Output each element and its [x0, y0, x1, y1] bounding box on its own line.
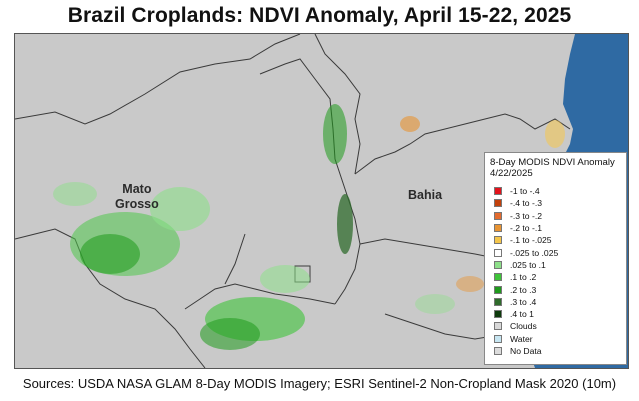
legend-item: .025 to .1 — [490, 259, 621, 271]
legend-item: Water — [490, 333, 621, 345]
legend-label: .1 to .2 — [510, 272, 537, 283]
patch-mato-grosso-core — [80, 234, 140, 274]
patch-minas — [415, 294, 455, 314]
legend-item: .3 to .4 — [490, 296, 621, 308]
legend-swatch — [494, 187, 502, 196]
legend-label: Clouds — [510, 321, 537, 332]
legend-label: -.025 to .025 — [510, 247, 559, 258]
legend-item: No Data — [490, 345, 621, 357]
legend-label: No Data — [510, 346, 542, 356]
border-mato-grosso-south — [15, 228, 206, 368]
legend-date: 4/22/2025 — [490, 168, 533, 179]
legend-label: Water — [510, 333, 533, 344]
border-bahia-north — [354, 113, 571, 175]
legend-swatch — [494, 347, 502, 355]
legend-swatch — [494, 224, 502, 233]
legend-label: -.1 to -.025 — [510, 235, 552, 246]
legend-swatch — [494, 285, 502, 294]
legend-item: .2 to .3 — [490, 283, 621, 295]
legend-item: -.2 to -.1 — [490, 222, 621, 234]
patch-piaui-dry — [400, 116, 420, 132]
legend-swatch — [494, 248, 502, 257]
legend-label: .3 to .4 — [510, 296, 537, 307]
patch-matopiba — [323, 104, 347, 164]
legend-items: -1 to -.4 -.4 to -.3 -.3 to -.2 -.2 to -.1-… — [490, 185, 621, 357]
map-title: Brazil Croplands: NDVI Anomaly, April 15… — [67, 4, 572, 27]
patch-mato-grosso-west — [53, 182, 97, 206]
legend-label: -.2 to -.1 — [510, 223, 542, 234]
legend-swatch — [494, 260, 502, 269]
legend: 8-Day MODIS NDVI Anomaly 4/22/2025 -1 to… — [484, 152, 627, 365]
legend-item: .4 to 1 — [490, 308, 621, 320]
patch-west-bahia — [337, 194, 353, 254]
legend-label: .4 to 1 — [510, 309, 534, 320]
legend-label: .025 to .1 — [510, 259, 546, 270]
legend-item: -.3 to -.2 — [490, 210, 621, 222]
legend-item: -.025 to .025 — [490, 246, 621, 258]
border-maranhao — [314, 34, 361, 175]
sources-caption: Sources: USDA NASA GLAM 8-Day MODIS Imag… — [22, 376, 617, 391]
cropland-patches — [53, 104, 565, 350]
patch-bahia-south — [456, 276, 484, 292]
legend-label: -1 to -.4 — [510, 186, 540, 197]
patch-northeast-coast — [545, 120, 565, 148]
patch-goias-core — [200, 318, 260, 350]
legend-label: -.4 to -.3 — [510, 198, 542, 209]
legend-swatch — [494, 199, 502, 208]
legend-swatch — [494, 297, 502, 306]
legend-item: -.1 to -.025 — [490, 234, 621, 246]
legend-swatch — [494, 211, 502, 220]
legend-swatch — [494, 310, 502, 319]
border-goias-west — [224, 233, 246, 285]
legend-swatch — [494, 273, 502, 282]
legend-item: -.4 to -.3 — [490, 197, 621, 209]
legend-item: .1 to .2 — [490, 271, 621, 283]
legend-swatch — [494, 322, 502, 331]
border-north — [15, 34, 301, 125]
legend-title: 8-Day MODIS NDVI Anomaly — [490, 157, 615, 168]
legend-item: -1 to -.4 — [490, 185, 621, 197]
border-bahia-south — [359, 238, 501, 260]
legend-label: -.3 to -.2 — [510, 210, 542, 221]
label-mato-grosso: Mato Grosso — [115, 182, 159, 211]
patch-mato-grosso-east — [150, 187, 210, 231]
legend-label: .2 to .3 — [510, 284, 537, 295]
border-goias-south — [184, 283, 336, 310]
legend-item: Clouds — [490, 320, 621, 332]
patch-goias-north — [260, 265, 310, 293]
legend-swatch — [494, 236, 502, 245]
legend-swatch — [494, 334, 502, 343]
label-bahia: Bahia — [408, 188, 443, 202]
